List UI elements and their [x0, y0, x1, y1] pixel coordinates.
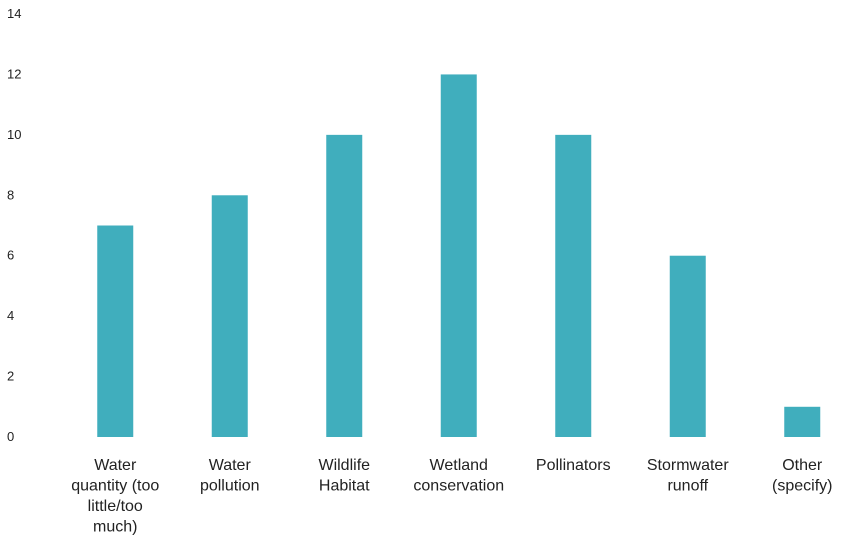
x-category-label-line: (specify) — [772, 478, 832, 495]
x-category-label-line: pollution — [200, 478, 260, 495]
y-tick-label: 10 — [7, 127, 21, 142]
x-category-label-line: runoff — [667, 478, 708, 495]
y-tick-label: 12 — [7, 66, 21, 81]
x-category-label: Water pollution — [200, 457, 260, 495]
x-category-label: Pollinators — [536, 457, 611, 474]
x-category-label-line: Stormwater — [647, 457, 729, 474]
x-category-label: Stormwater runoff — [647, 457, 729, 495]
x-category-label-line: Pollinators — [536, 457, 611, 474]
bar — [555, 135, 591, 437]
x-category-label-line: little/too — [88, 498, 143, 515]
x-category-label-line: Other — [782, 457, 823, 474]
x-category-label: Water quantity (too little/too much) — [71, 457, 159, 536]
x-category-label-line: Water — [209, 457, 252, 474]
bar — [97, 226, 133, 438]
x-axis: Water quantity (too little/too much) Water po… — [71, 457, 832, 536]
bar — [784, 407, 820, 437]
y-tick-label: 8 — [7, 187, 14, 202]
y-tick-label: 4 — [7, 308, 14, 323]
y-tick-label: 14 — [7, 6, 21, 21]
x-category-label-line: much) — [93, 519, 137, 536]
x-category-label-line: conservation — [413, 478, 504, 495]
bar — [326, 135, 362, 437]
y-axis: 0 2 4 6 8 10 12 14 — [7, 6, 21, 444]
x-category-label-line: Habitat — [319, 478, 370, 495]
y-tick-label: 0 — [7, 429, 14, 444]
x-category-label: Other (specify) — [772, 457, 832, 495]
x-category-label-line: Water — [94, 457, 137, 474]
bar — [212, 195, 248, 437]
bar — [441, 74, 477, 437]
y-tick-label: 2 — [7, 369, 14, 384]
y-tick-label: 6 — [7, 248, 14, 263]
x-category-label: Wildlife Habitat — [318, 457, 370, 495]
bars — [97, 74, 820, 437]
x-category-label: Wetland conservation — [413, 457, 504, 495]
x-category-label-line: Wildlife — [318, 457, 370, 474]
x-category-label-line: Wetland — [430, 457, 488, 474]
x-category-label-line: quantity (too — [71, 478, 159, 495]
bar — [670, 256, 706, 437]
